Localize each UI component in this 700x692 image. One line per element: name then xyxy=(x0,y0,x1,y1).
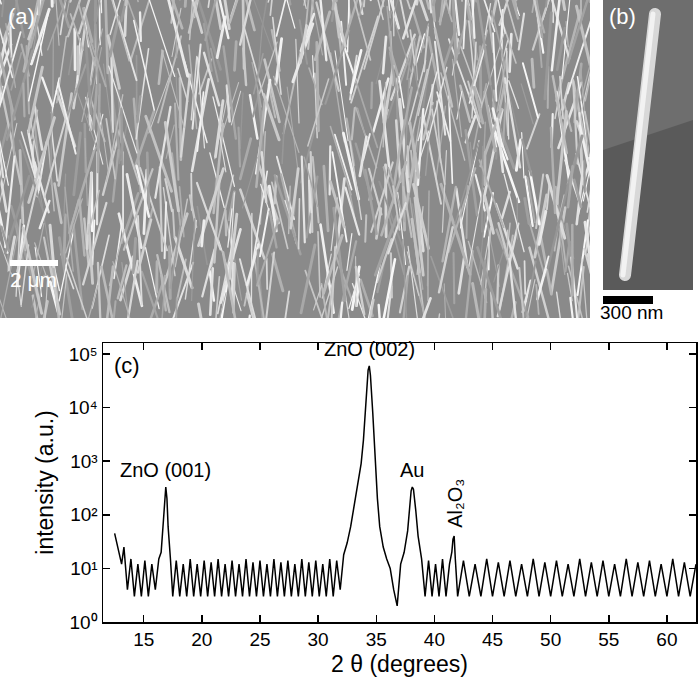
svg-text:intensity (a.u.): intensity (a.u.) xyxy=(32,410,58,554)
svg-text:10⁵: 10⁵ xyxy=(69,344,98,365)
svg-text:40: 40 xyxy=(424,629,445,650)
svg-text:10¹: 10¹ xyxy=(70,558,97,579)
svg-text:35: 35 xyxy=(366,629,387,650)
svg-text:10²: 10² xyxy=(70,504,97,525)
svg-text:10⁰: 10⁰ xyxy=(70,612,98,633)
svg-text:Au: Au xyxy=(400,459,424,481)
html-text:(a): (a) xyxy=(8,4,35,29)
html-text:2 μm: 2 μm xyxy=(10,268,58,291)
svg-text:10³: 10³ xyxy=(70,451,97,472)
svg-text:(c): (c) xyxy=(114,353,140,378)
svg-text:Al₂O₃: Al₂O₃ xyxy=(444,479,466,528)
svg-text:20: 20 xyxy=(191,629,212,650)
html-text:(b): (b) xyxy=(609,4,636,29)
svg-text:2 θ (degrees): 2 θ (degrees) xyxy=(331,651,468,677)
svg-text:30: 30 xyxy=(308,629,329,650)
svg-text:10⁴: 10⁴ xyxy=(68,397,97,418)
svg-text:ZnO (002): ZnO (002) xyxy=(324,338,415,360)
svg-text:45: 45 xyxy=(482,629,503,650)
svg-text:15: 15 xyxy=(133,629,154,650)
svg-text:ZnO (001): ZnO (001) xyxy=(120,459,211,481)
svg-text:50: 50 xyxy=(540,629,561,650)
svg-text:55: 55 xyxy=(598,629,619,650)
svg-text:60: 60 xyxy=(656,629,677,650)
html-text:300 nm: 300 nm xyxy=(600,302,664,323)
svg-text:25: 25 xyxy=(249,629,270,650)
